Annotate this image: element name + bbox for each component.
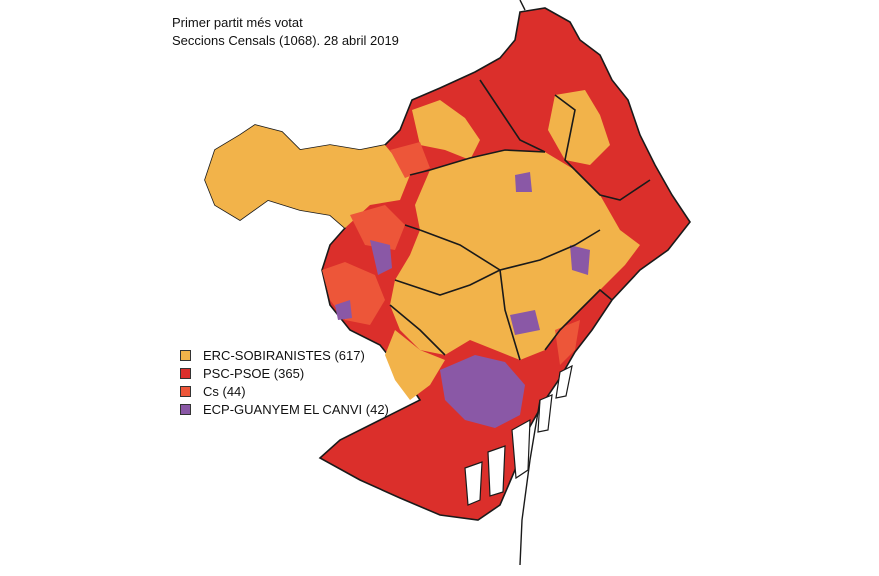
- map-region-ecp-2: [370, 240, 392, 275]
- legend-item-ecp: ECP-GUANYEM EL CANVI (42): [180, 400, 389, 418]
- title-line-2: Seccions Censals (1068). 28 abril 2019: [172, 33, 399, 48]
- map-region-cs-2: [350, 205, 405, 250]
- legend-swatch-erc: [180, 349, 191, 361]
- breakwater: [519, 0, 541, 566]
- map-region-cs-4: [555, 320, 580, 365]
- map-region-center: [390, 150, 640, 360]
- legend: ERC-SOBIRANISTES (617) PSC-PSOE (365) Cs…: [180, 346, 389, 418]
- legend-swatch-cs: [180, 385, 191, 397]
- map-region-ecp-5: [510, 310, 540, 335]
- legend-swatch-psc: [180, 367, 191, 379]
- map-region-ecp-3: [570, 245, 590, 275]
- title-line-1: Primer partit més votat: [172, 15, 303, 30]
- legend-label-erc: ERC-SOBIRANISTES (617): [203, 347, 365, 363]
- legend-swatch-ecp: [180, 403, 191, 415]
- legend-label-psc: PSC-PSOE (365): [203, 365, 305, 381]
- legend-label-ecp: ECP-GUANYEM EL CANVI (42): [203, 401, 389, 417]
- map-region-horta: [548, 90, 610, 165]
- legend-label-cs: Cs (44): [203, 383, 246, 399]
- map-region-ecp-6: [335, 300, 352, 320]
- legend-item-psc: PSC-PSOE (365): [180, 364, 389, 382]
- map-region-cs-3: [390, 142, 430, 178]
- legend-item-cs: Cs (44): [180, 382, 389, 400]
- map-region-collserola: [205, 125, 410, 228]
- map-region-ecp-4: [515, 172, 532, 192]
- district-boundaries: [389, 79, 651, 361]
- map-region-ecp-montjuic: [440, 355, 525, 428]
- map-region-sants: [385, 330, 445, 400]
- map-title: Primer partit més votat Seccions Censals…: [172, 14, 399, 50]
- map-region-north: [412, 100, 480, 160]
- legend-item-erc: ERC-SOBIRANISTES (617): [180, 346, 389, 364]
